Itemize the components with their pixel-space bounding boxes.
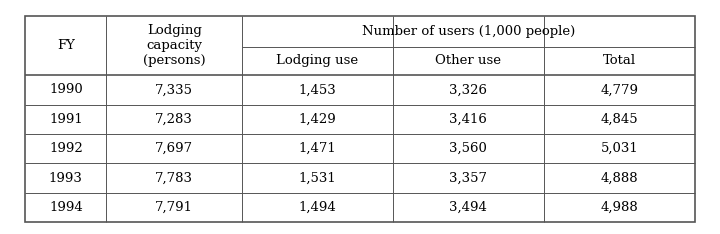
Text: 1990: 1990 bbox=[49, 83, 83, 96]
Text: 1,494: 1,494 bbox=[299, 201, 336, 214]
Text: 7,283: 7,283 bbox=[156, 113, 193, 126]
Text: Lodging
capacity
(persons): Lodging capacity (persons) bbox=[143, 24, 205, 67]
Text: 7,335: 7,335 bbox=[156, 83, 193, 96]
Text: 1992: 1992 bbox=[49, 142, 83, 155]
Text: 1994: 1994 bbox=[49, 201, 83, 214]
Text: 3,416: 3,416 bbox=[449, 113, 487, 126]
Text: 1,453: 1,453 bbox=[299, 83, 336, 96]
Text: Other use: Other use bbox=[436, 55, 501, 67]
Text: 3,357: 3,357 bbox=[449, 172, 487, 185]
Text: 5,031: 5,031 bbox=[600, 142, 638, 155]
Text: 7,697: 7,697 bbox=[155, 142, 193, 155]
Text: 1991: 1991 bbox=[49, 113, 83, 126]
Text: 3,326: 3,326 bbox=[449, 83, 487, 96]
Text: 1993: 1993 bbox=[49, 172, 83, 185]
Text: Number of users (1,000 people): Number of users (1,000 people) bbox=[361, 25, 575, 38]
Text: FY: FY bbox=[57, 39, 75, 52]
Text: 1,471: 1,471 bbox=[299, 142, 336, 155]
Text: 1,429: 1,429 bbox=[299, 113, 336, 126]
Text: Lodging use: Lodging use bbox=[276, 55, 359, 67]
Text: 4,988: 4,988 bbox=[600, 201, 638, 214]
Text: 7,783: 7,783 bbox=[156, 172, 193, 185]
Text: Total: Total bbox=[603, 55, 636, 67]
Bar bbox=[25, 16, 695, 222]
Text: 4,779: 4,779 bbox=[600, 83, 639, 96]
Text: 7,791: 7,791 bbox=[156, 201, 193, 214]
Text: 4,888: 4,888 bbox=[600, 172, 638, 185]
Text: 1,531: 1,531 bbox=[299, 172, 336, 185]
Text: 3,494: 3,494 bbox=[449, 201, 487, 214]
Text: 4,845: 4,845 bbox=[600, 113, 638, 126]
Bar bbox=[25, 16, 695, 222]
Text: 3,560: 3,560 bbox=[449, 142, 487, 155]
